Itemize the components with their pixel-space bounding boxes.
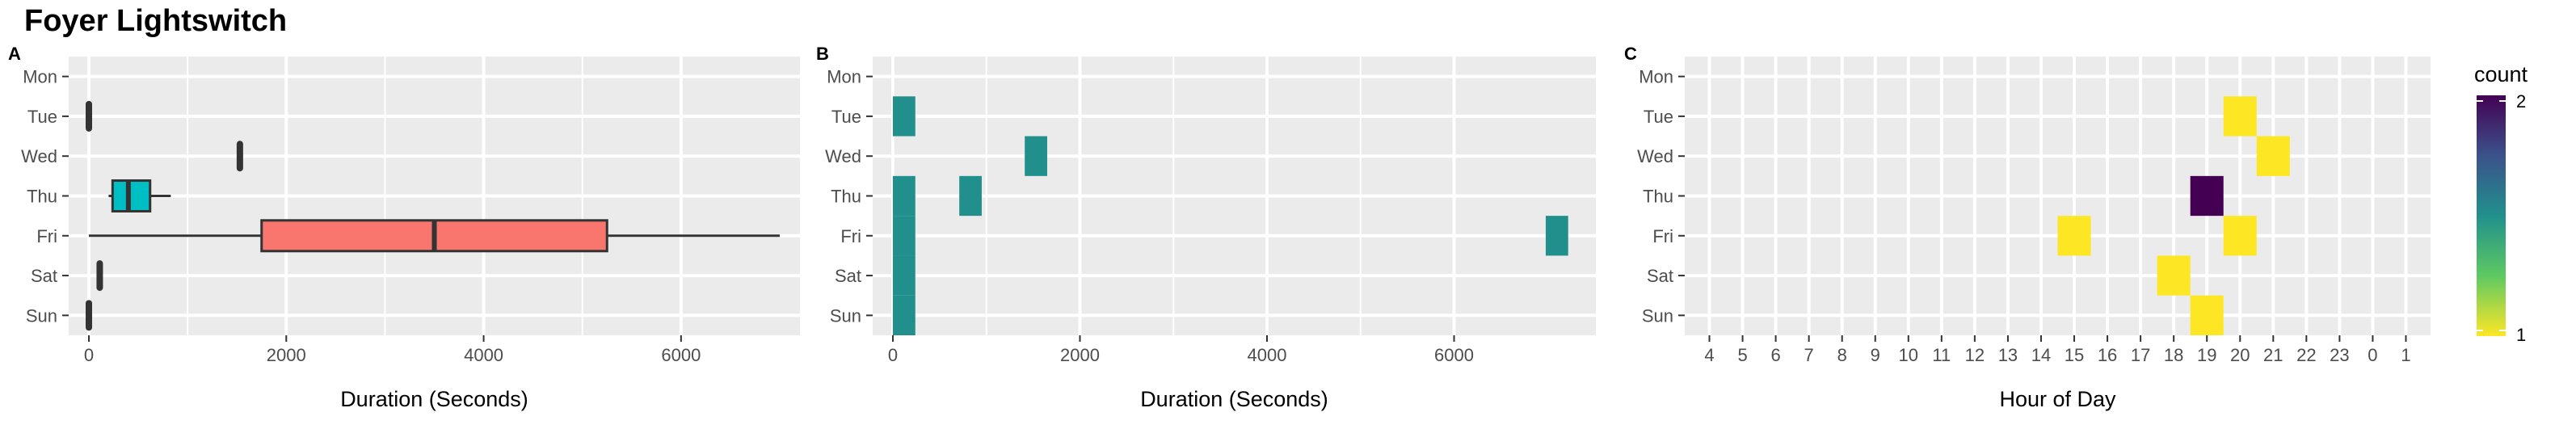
x-tick-label: 2000	[1060, 345, 1100, 365]
cell-fri-20	[2223, 216, 2257, 256]
x-tick-label: 15	[2065, 345, 2084, 365]
cell-sun-19	[2190, 295, 2224, 335]
y-tick-label: Tue	[27, 107, 57, 127]
y-tick-label: Tue	[831, 107, 861, 127]
panel-b-axes: Mon Tue Wed Thu Fri Sat Sun 0 2000 4000 6000	[825, 67, 1474, 365]
x-tick-label: 10	[1899, 345, 1918, 365]
x-tick-label: 13	[1998, 345, 2018, 365]
panel-b-tag: B	[816, 44, 829, 64]
bin-fri	[893, 216, 915, 256]
x-tick-label: 0	[888, 345, 898, 365]
y-tick-label: Wed	[21, 146, 57, 166]
x-tick-label: 0	[2368, 345, 2377, 365]
figure-title: Foyer Lightswitch	[24, 4, 287, 38]
y-tick-label: Sat	[1647, 266, 1673, 286]
x-tick-label: 5	[1737, 345, 1747, 365]
legend-label-max: 2	[2516, 91, 2526, 111]
x-tick-label: 2000	[267, 345, 306, 365]
y-tick-label: Sat	[835, 266, 861, 286]
y-tick-label: Thu	[1643, 187, 1673, 207]
x-tick-label: 9	[1871, 345, 1880, 365]
y-tick-label: Fri	[1652, 226, 1673, 246]
x-tick-label: 4000	[464, 345, 503, 365]
x-tick-label: 21	[2263, 345, 2283, 365]
cell-sat-18	[2157, 255, 2191, 296]
cell-tue-20	[2223, 96, 2257, 137]
x-tick-label: 8	[1837, 345, 1847, 365]
bin-thu	[959, 175, 982, 217]
panel-b: B Mon Tue Wed Thu Fri Sat Sun 0 2000 4000 6000 Dur…	[816, 44, 1596, 411]
x-tick-label: 19	[2197, 345, 2216, 365]
box-thu	[111, 179, 152, 212]
y-tick-label: Wed	[1637, 146, 1673, 166]
x-tick-label: 17	[2131, 345, 2150, 365]
box-tue	[86, 100, 92, 132]
box-sat	[96, 260, 103, 292]
panel-c-grid	[1685, 57, 2431, 335]
bin-thu	[893, 175, 915, 217]
panel-a-axes: Mon Tue Wed Thu Fri Sat Sun 0 2000 4000 6000	[21, 67, 701, 365]
bin-fri	[1545, 216, 1568, 256]
x-tick-label: 12	[1965, 345, 1985, 365]
x-tick-label: 7	[1804, 345, 1814, 365]
y-tick-label: Wed	[825, 146, 861, 166]
panel-a-marks	[86, 100, 780, 331]
box-wed	[236, 141, 243, 172]
cell-thu-19	[2190, 175, 2224, 217]
legend-colorbar	[2477, 95, 2506, 336]
x-tick-label: 16	[2098, 345, 2117, 365]
x-tick-label: 6000	[661, 345, 701, 365]
y-tick-label: Tue	[1644, 107, 1673, 127]
panel-a-tag: A	[8, 44, 21, 64]
y-tick-label: Sun	[1642, 305, 1673, 326]
y-tick-label: Mon	[1639, 67, 1673, 87]
x-tick-label: 23	[2330, 345, 2349, 365]
legend-ticks	[2477, 100, 2506, 331]
cell-wed-21	[2256, 136, 2290, 176]
legend: count 2 1	[2474, 62, 2528, 345]
y-tick-label: Sat	[31, 266, 57, 286]
x-tick-label: 14	[2031, 345, 2051, 365]
x-tick-label: 6000	[1434, 345, 1474, 365]
panel-c-x-axis-title: Hour of Day	[1999, 387, 2116, 411]
x-tick-label: 11	[1932, 345, 1951, 365]
bin-sun	[893, 295, 915, 335]
panel-c-marks	[2057, 96, 2290, 335]
x-tick-label: 1	[2401, 345, 2410, 365]
y-tick-label: Thu	[27, 187, 57, 207]
panel-b-x-axis-title: Duration (Seconds)	[1140, 387, 1328, 411]
y-tick-label: Sun	[26, 305, 57, 326]
box-sun	[86, 300, 92, 331]
x-tick-label: 4	[1704, 345, 1714, 365]
bin-sat	[893, 255, 915, 296]
bin-wed	[1025, 136, 1047, 176]
x-tick-label: 20	[2230, 345, 2250, 365]
panel-a: A Mon Tue Wed Thu Fri Sat Sun 0 2000 4000 6000 Dur…	[8, 44, 800, 411]
legend-title: count	[2474, 62, 2528, 86]
y-tick-label: Mon	[23, 67, 57, 87]
y-tick-label: Fri	[840, 226, 861, 246]
panel-a-grid	[69, 57, 800, 335]
y-tick-label: Thu	[831, 187, 861, 207]
panel-a-x-axis-title: Duration (Seconds)	[340, 387, 528, 411]
x-tick-label: 22	[2296, 345, 2316, 365]
y-tick-label: Fri	[36, 226, 57, 246]
x-tick-label: 6	[1770, 345, 1780, 365]
y-tick-label: Sun	[830, 305, 861, 326]
y-tick-label: Mon	[827, 67, 861, 87]
legend-label-min: 1	[2516, 325, 2526, 345]
panel-c-tag: C	[1624, 44, 1637, 64]
x-tick-label: 18	[2164, 345, 2183, 365]
cell-fri-15	[2057, 216, 2091, 256]
x-tick-label: 4000	[1248, 345, 1287, 365]
x-tick-label: 0	[84, 345, 94, 365]
panel-b-marks	[893, 96, 1568, 335]
bin-tue	[893, 96, 915, 137]
